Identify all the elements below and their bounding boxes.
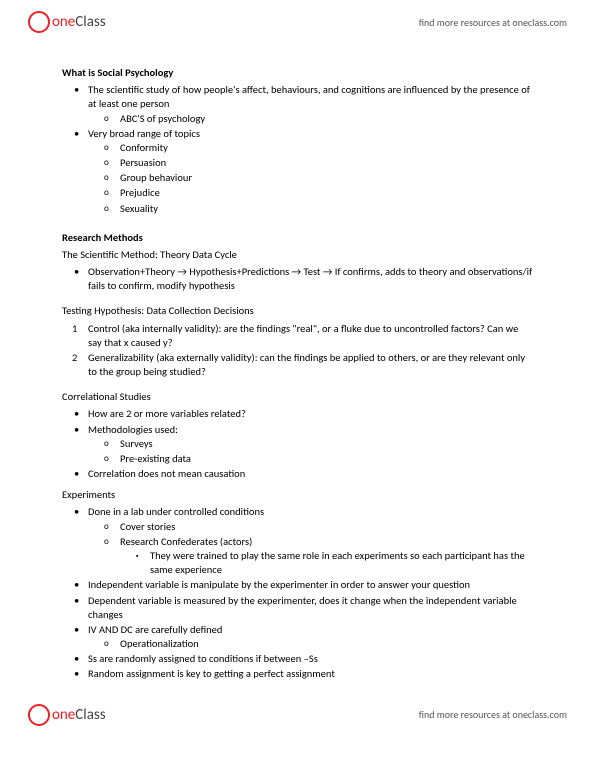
numbered-item: Control (aka internally validity): are t… [88, 322, 533, 350]
bullet: Very broad range of topics Conformity Pe… [88, 127, 533, 216]
header: oneClass find more resources at oneclass… [0, 0, 595, 44]
subheading: Experiments [62, 488, 533, 502]
bullet: Dependent variable is measured by the ex… [88, 594, 533, 622]
sub-bullet: Persuasion [120, 156, 533, 170]
sub-bullet: Prejudice [120, 186, 533, 200]
footer: oneClass find more resources at oneclass… [0, 693, 595, 737]
sub-bullet: Operationalization [120, 637, 533, 651]
section-title: What is Social Psychology [62, 66, 533, 80]
bullet: Observation+Theory → Hypothesis+Predicti… [88, 265, 533, 293]
sub-bullet: Conformity [120, 141, 533, 155]
bullet: How are 2 or more variables related? [88, 407, 533, 421]
logo-text: oneClass [52, 706, 106, 724]
bullet: Methodologies used: Surveys Pre-existing… [88, 423, 533, 467]
sub-sub-bullet: They were trained to play the same role … [150, 549, 533, 577]
header-tagline[interactable]: find more resources at oneclass.com [419, 16, 567, 29]
sub-bullet: Research Confederates (actors) They were… [120, 535, 533, 578]
document-content: What is Social Psychology The scientific… [0, 44, 595, 693]
logo-text: oneClass [52, 13, 106, 31]
subheading: The Scientific Method: Theory Data Cycle [62, 248, 533, 262]
bullet: Correlation does not mean causation [88, 467, 533, 481]
logo-icon [28, 704, 50, 726]
subheading: Testing Hypothesis: Data Collection Deci… [62, 304, 533, 318]
sub-bullet: Group behaviour [120, 171, 533, 185]
sub-bullet: Surveys [120, 437, 533, 451]
sub-bullet: ABC'S of psychology [120, 112, 533, 126]
subheading: Correlational Studies [62, 390, 533, 404]
logo: oneClass [28, 11, 106, 33]
bullet: Independent variable is manipulate by th… [88, 578, 533, 592]
sub-bullet: Pre-existing data [120, 452, 533, 466]
bullet: Ss are randomly assigned to conditions i… [88, 652, 533, 666]
logo-icon [28, 11, 50, 33]
bullet: Done in a lab under controlled condition… [88, 505, 533, 577]
bullet: Random assignment is key to getting a pe… [88, 667, 533, 681]
numbered-item: Generalizability (aka externally validit… [88, 351, 533, 379]
footer-tagline[interactable]: find more resources at oneclass.com [419, 708, 567, 721]
sub-bullet: Sexuality [120, 202, 533, 216]
section-title: Research Methods [62, 231, 533, 245]
bullet: The scientific study of how people's aff… [88, 83, 533, 126]
sub-bullet: Cover stories [120, 520, 533, 534]
logo: oneClass [28, 704, 106, 726]
bullet: IV AND DC are carefully defined Operatio… [88, 623, 533, 651]
